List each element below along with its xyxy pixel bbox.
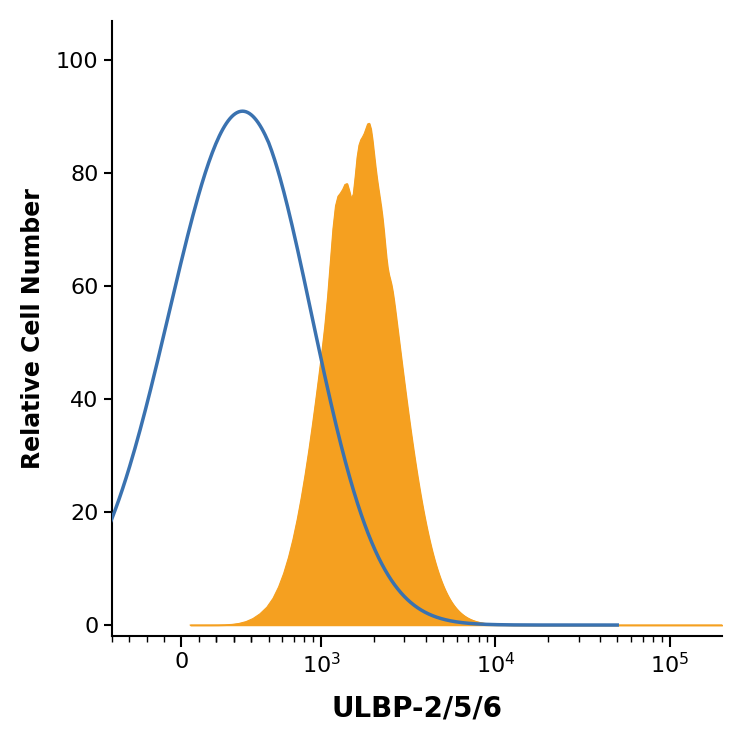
Y-axis label: Relative Cell Number: Relative Cell Number: [21, 188, 45, 469]
X-axis label: ULBP-2/5/6: ULBP-2/5/6: [331, 694, 502, 722]
